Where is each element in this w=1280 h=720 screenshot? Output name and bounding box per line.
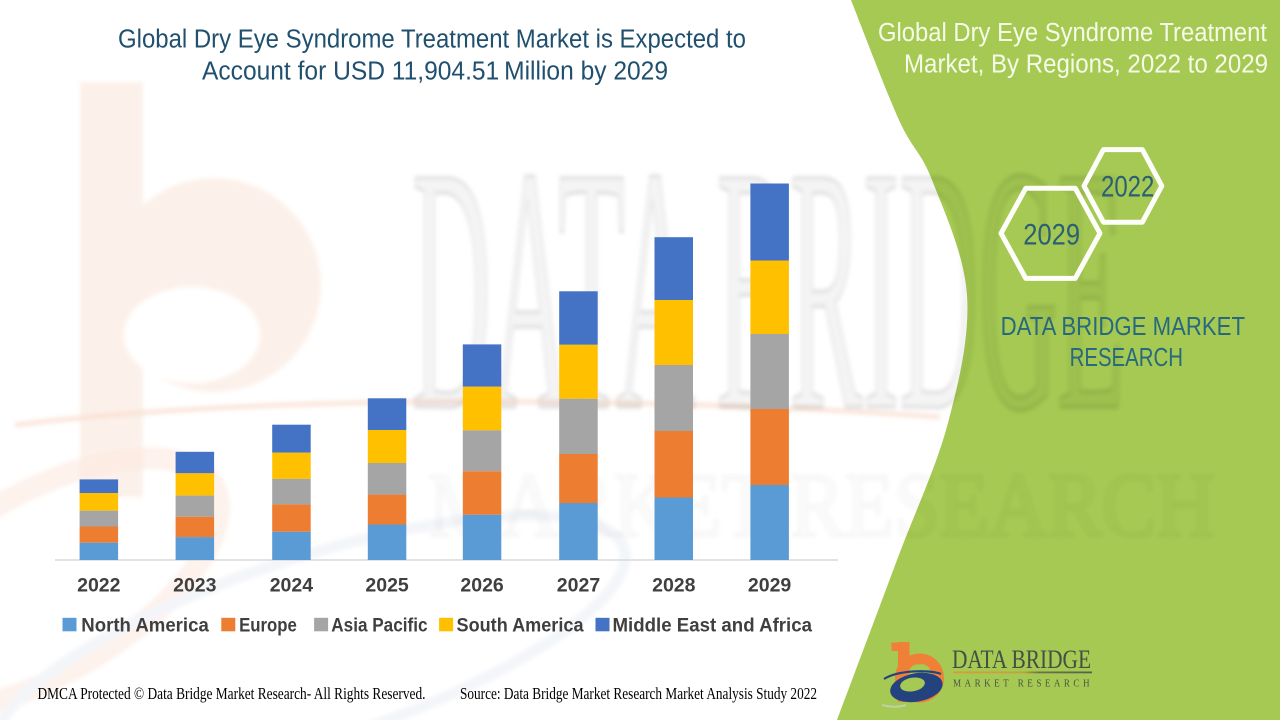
svg-text:DATA BRIDGE: DATA BRIDGE — [952, 645, 1091, 674]
svg-text:DMCA Protected © Data Bridge M: DMCA Protected © Data Bridge Market Rese… — [38, 684, 426, 703]
svg-text:South America: South America — [457, 615, 584, 637]
svg-text:DATA BRIDGE MARKET: DATA BRIDGE MARKET — [1001, 311, 1245, 341]
svg-text:Global Dry Eye Syndrome Treatm: Global Dry Eye Syndrome Treatment Market… — [118, 26, 746, 54]
svg-text:Middle East and Africa: Middle East and Africa — [613, 615, 813, 637]
svg-text:Source: Data Bridge Market Res: Source: Data Bridge Market Research Mark… — [460, 684, 817, 703]
svg-text:MARKET RESEARCH: MARKET RESEARCH — [428, 454, 1215, 556]
svg-text:Europe: Europe — [239, 615, 297, 637]
svg-text:2024: 2024 — [270, 575, 314, 597]
svg-text:2025: 2025 — [365, 575, 409, 597]
svg-text:Market, By Regions, 2022 to 20: Market, By Regions, 2022 to 2029 — [904, 50, 1268, 78]
svg-text:MARKET RESEARCH: MARKET RESEARCH — [953, 679, 1093, 690]
svg-text:2027: 2027 — [557, 575, 600, 597]
svg-text:2023: 2023 — [173, 575, 217, 597]
svg-text:Account for USD 11,904.51 Mill: Account for USD 11,904.51 Million by 202… — [202, 57, 668, 85]
svg-text:Asia Pacific: Asia Pacific — [331, 615, 427, 637]
svg-text:2022: 2022 — [77, 575, 121, 597]
svg-text:2029: 2029 — [748, 575, 792, 597]
svg-text:2022: 2022 — [1101, 171, 1154, 204]
svg-text:2026: 2026 — [460, 575, 504, 597]
svg-text:2029: 2029 — [1023, 218, 1080, 251]
svg-text:North America: North America — [81, 615, 209, 637]
svg-text:Global Dry Eye Syndrome Treatm: Global Dry Eye Syndrome Treatment — [878, 19, 1267, 47]
svg-text:2028: 2028 — [652, 575, 696, 597]
svg-text:RESEARCH: RESEARCH — [1070, 342, 1183, 372]
